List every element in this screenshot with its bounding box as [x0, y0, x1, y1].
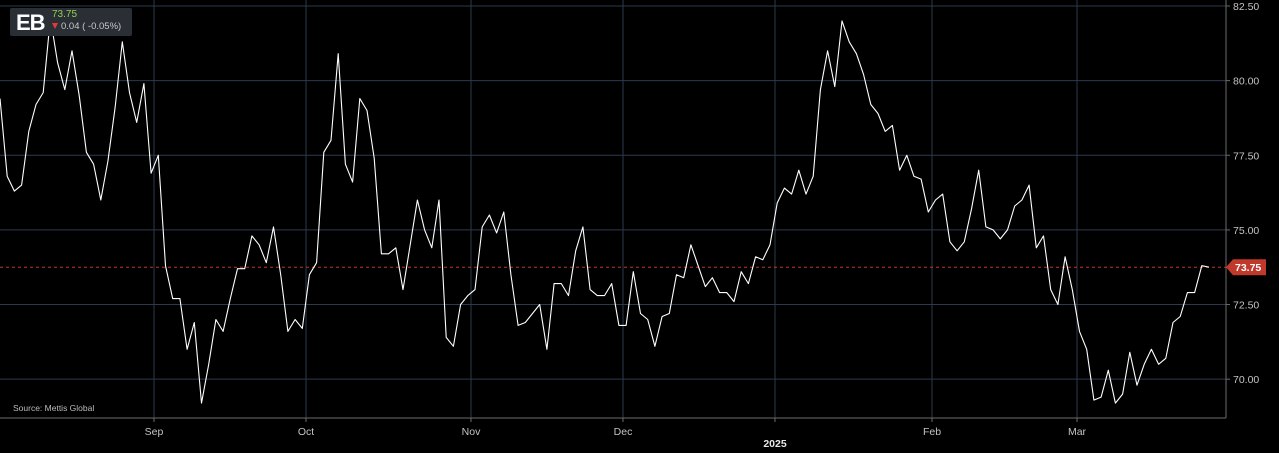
- x-tick-label: Feb: [923, 426, 941, 438]
- x-tick-label: Mar: [1068, 426, 1087, 438]
- y-tick-label: 70.00: [1233, 374, 1259, 386]
- ticker-symbol: EB: [16, 10, 46, 35]
- vertical-gridlines: [153, 0, 1078, 418]
- last-price-badge-text: 73.75: [1235, 262, 1261, 274]
- ticker-change-value: 0.04 ( -0.05%): [61, 21, 122, 32]
- y-tick-label: 72.50: [1233, 300, 1259, 312]
- down-triangle-icon: [52, 23, 58, 30]
- ticker-change: 0.04 ( -0.05%): [52, 21, 121, 32]
- source-note: Source: Mettis Global: [13, 403, 95, 413]
- ticker-price: 73.75: [52, 9, 78, 20]
- x-tick-label: Nov: [462, 426, 481, 438]
- last-price-badge: 73.75: [1226, 259, 1266, 276]
- x-tick-label: Dec: [614, 426, 633, 438]
- y-tick-label: 80.00: [1233, 76, 1259, 88]
- time-axis-labels: Sep Oct Nov Dec 2025 Feb Mar: [145, 418, 1087, 450]
- horizontal-gridlines: [0, 5, 1226, 380]
- ticker-box: EB 73.75 0.04 ( -0.05%): [10, 8, 132, 36]
- price-axis-labels: 82.50 80.00 77.50 75.00 72.50 70.00: [1226, 1, 1259, 386]
- y-tick-label: 77.50: [1233, 150, 1259, 162]
- y-tick-label: 75.00: [1233, 225, 1259, 237]
- y-tick-label: 82.50: [1233, 1, 1259, 13]
- x-tick-label: Sep: [145, 426, 164, 438]
- price-series-line: [0, 17, 1210, 404]
- x-tick-label: 2025: [763, 438, 787, 450]
- x-tick-label: Oct: [298, 426, 314, 438]
- last-price-badge-shape: [1226, 259, 1266, 276]
